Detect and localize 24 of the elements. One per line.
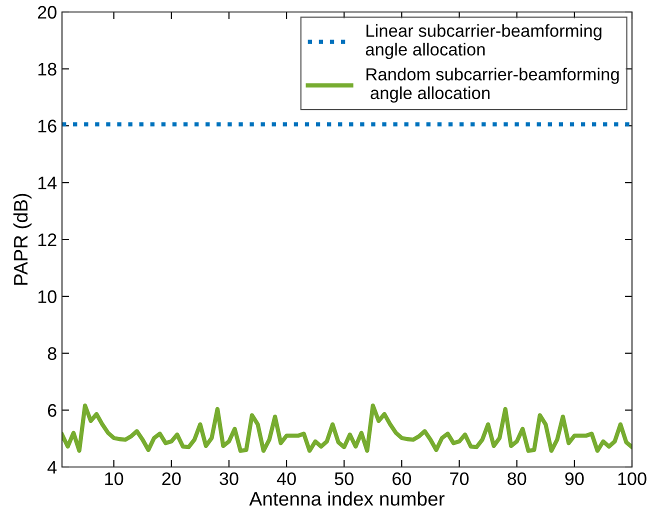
- x-tick-label: 60: [392, 472, 412, 486]
- x-tick-label: 70: [450, 472, 469, 486]
- legend-label: Linear subcarrier-beamforming angle allocation: [366, 24, 602, 60]
- x-tick-label: 30: [220, 472, 238, 486]
- y-tick-label: 10: [38, 290, 56, 304]
- line-series: [62, 403, 632, 453]
- y-axis-title: PAPR (dB): [13, 194, 32, 285]
- y-tick-label: 14: [38, 176, 57, 190]
- x-tick-label: 100: [618, 472, 646, 486]
- y-tick-label: 4: [48, 461, 57, 474]
- y-tick-label: 12: [38, 233, 56, 246]
- y-tick-label: 16: [38, 120, 56, 132]
- x-tick-label: 80: [508, 472, 526, 486]
- x-tick-label: 40: [276, 472, 296, 486]
- legend-label: Random subcarrier-beamforming angle allocation: [366, 68, 619, 103]
- y-tick-label: 6: [48, 404, 56, 417]
- x-tick-label: 10: [105, 472, 124, 486]
- x-axis-title: Antenna index number: [249, 491, 445, 506]
- y-tick-label: 8: [48, 347, 56, 360]
- x-tick-label: 90: [565, 472, 584, 486]
- x-tick-label: 20: [162, 472, 181, 486]
- y-tick-label: 18: [38, 62, 56, 76]
- y-tick-label: 20: [38, 6, 56, 19]
- x-tick-label: 50: [334, 472, 354, 486]
